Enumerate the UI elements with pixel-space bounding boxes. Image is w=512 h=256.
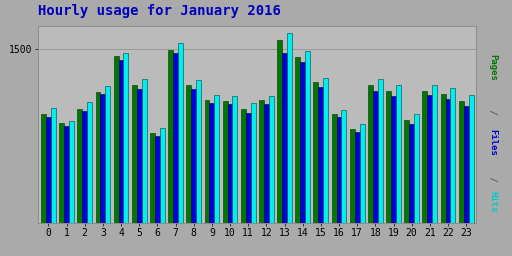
Bar xyxy=(404,120,409,223)
Bar xyxy=(323,78,328,223)
Bar xyxy=(137,89,142,223)
Bar xyxy=(459,101,464,223)
Bar xyxy=(142,79,146,223)
Bar xyxy=(359,124,365,223)
Bar xyxy=(368,85,373,223)
Bar xyxy=(396,85,401,223)
Bar xyxy=(269,96,274,223)
Bar xyxy=(51,108,56,223)
Bar xyxy=(305,51,310,223)
Bar xyxy=(355,132,359,223)
Bar xyxy=(119,60,123,223)
Bar xyxy=(64,126,69,223)
Text: Hourly usage for January 2016: Hourly usage for January 2016 xyxy=(38,4,281,18)
Bar xyxy=(391,96,396,223)
Bar xyxy=(241,109,246,223)
Text: /: / xyxy=(488,171,497,187)
Bar xyxy=(342,110,347,223)
Bar xyxy=(132,85,137,223)
Bar xyxy=(160,128,165,223)
Bar xyxy=(173,54,178,223)
Bar xyxy=(46,117,51,223)
Bar xyxy=(96,92,100,223)
Bar xyxy=(123,54,129,223)
Bar xyxy=(264,104,269,223)
Bar xyxy=(282,54,287,223)
Text: Hits: Hits xyxy=(488,191,497,213)
Bar xyxy=(414,114,419,223)
Bar xyxy=(82,111,87,223)
Bar xyxy=(178,43,183,223)
Bar xyxy=(464,106,468,223)
Bar xyxy=(114,56,119,223)
Bar xyxy=(59,123,64,223)
Bar xyxy=(251,103,255,223)
Bar xyxy=(313,82,318,223)
Bar xyxy=(155,136,160,223)
Bar xyxy=(318,87,323,223)
Bar xyxy=(150,133,155,223)
Bar xyxy=(232,96,238,223)
Bar xyxy=(451,88,455,223)
Bar xyxy=(87,102,92,223)
Bar xyxy=(209,103,215,223)
Bar xyxy=(428,95,432,223)
Bar xyxy=(227,104,232,223)
Bar xyxy=(432,85,437,223)
Bar xyxy=(373,91,378,223)
Bar xyxy=(441,94,445,223)
Bar xyxy=(223,101,227,223)
Bar xyxy=(69,121,74,223)
Bar xyxy=(468,95,474,223)
Bar xyxy=(295,57,300,223)
Bar xyxy=(259,100,264,223)
Bar xyxy=(168,50,173,223)
Bar xyxy=(350,129,355,223)
Bar xyxy=(77,109,82,223)
Text: /: / xyxy=(488,104,497,120)
Bar xyxy=(378,79,382,223)
Bar xyxy=(386,91,391,223)
Bar xyxy=(196,80,201,223)
Bar xyxy=(186,85,191,223)
Bar xyxy=(215,95,219,223)
Bar xyxy=(332,114,336,223)
Text: Pages: Pages xyxy=(488,54,497,81)
Bar xyxy=(336,117,342,223)
Bar xyxy=(300,61,305,223)
Bar xyxy=(41,114,46,223)
Bar xyxy=(105,86,110,223)
Text: Files: Files xyxy=(488,129,497,156)
Bar xyxy=(445,99,451,223)
Bar xyxy=(100,94,105,223)
Bar xyxy=(287,33,292,223)
Bar xyxy=(246,113,251,223)
Bar xyxy=(277,39,282,223)
Bar xyxy=(204,100,209,223)
Bar xyxy=(422,91,428,223)
Bar xyxy=(409,124,414,223)
Bar xyxy=(191,89,196,223)
